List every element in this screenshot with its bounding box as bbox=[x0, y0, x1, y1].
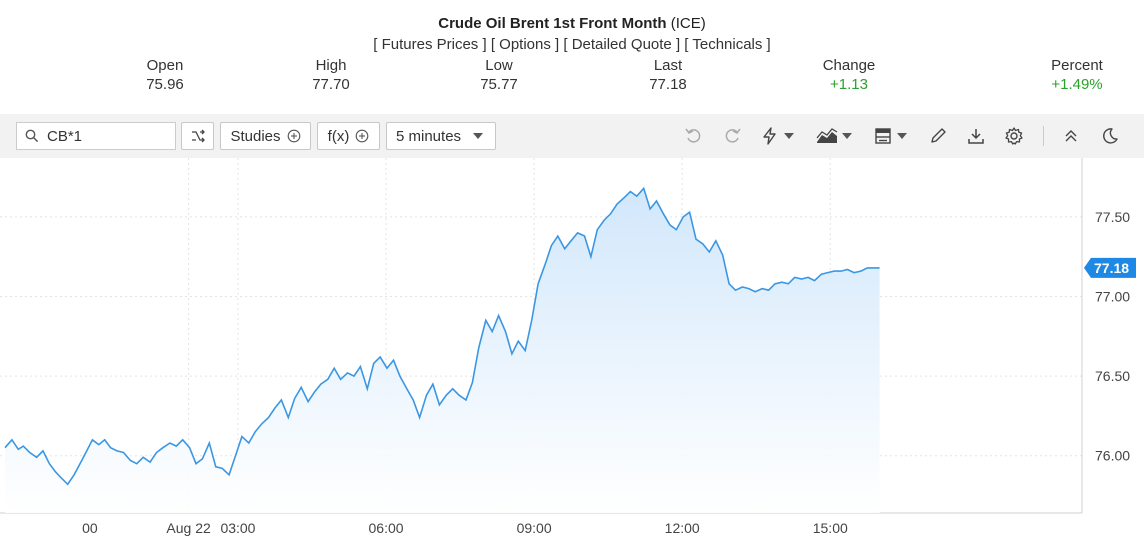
download-button[interactable] bbox=[966, 125, 986, 147]
last-price-marker bbox=[1084, 257, 1136, 278]
undo-button[interactable] bbox=[684, 125, 704, 147]
interval-label: 5 minutes bbox=[396, 127, 462, 145]
redo-button[interactable] bbox=[722, 125, 742, 147]
quote-label: Percent bbox=[1051, 57, 1103, 74]
last-price-label: 77.18 bbox=[1094, 260, 1129, 276]
instrument-title: Crude Oil Brent 1st Front Month (ICE) bbox=[0, 15, 1144, 32]
chevron-down-icon bbox=[473, 133, 484, 139]
undo-icon bbox=[685, 128, 701, 143]
plus-circle-icon bbox=[287, 129, 300, 143]
quote-label: Change bbox=[822, 57, 876, 74]
gear-icon bbox=[1005, 127, 1023, 145]
quote-high: High 77.70 bbox=[276, 56, 386, 94]
futures-prices-link[interactable]: [ Futures Prices ] bbox=[373, 36, 487, 53]
quote-value: 77.18 bbox=[649, 76, 687, 93]
interval-select[interactable]: 5 minutes bbox=[386, 122, 496, 150]
x-tick-label: 09:00 bbox=[517, 520, 552, 536]
studies-button[interactable]: Studies bbox=[220, 122, 311, 150]
quote-last: Last 77.18 bbox=[613, 56, 723, 94]
chart-toolbar: Studies f(x) 5 minutes bbox=[0, 114, 1144, 158]
quote-value: 77.70 bbox=[312, 76, 350, 93]
settings-button[interactable] bbox=[1004, 125, 1024, 147]
chevron-down-icon bbox=[842, 133, 852, 139]
redo-icon bbox=[725, 128, 741, 143]
shuffle-icon bbox=[191, 129, 205, 143]
function-label: f(x) bbox=[327, 127, 350, 145]
quote-value: 75.77 bbox=[480, 76, 518, 93]
plus-circle-icon bbox=[355, 129, 369, 143]
search-icon bbox=[25, 129, 39, 143]
symbol-search[interactable] bbox=[16, 122, 176, 150]
compare-button[interactable] bbox=[181, 122, 214, 150]
y-axis: 76.00 76.50 77.00 77.50 bbox=[1095, 209, 1130, 464]
exchange-label: (ICE) bbox=[670, 15, 706, 32]
toolbar-divider bbox=[1043, 126, 1044, 146]
x-axis: 00 Aug 22 03:00 06:00 09:00 12:00 15:00 bbox=[82, 520, 848, 536]
x-tick-label: Aug 22 bbox=[166, 520, 211, 536]
x-tick-label: 00 bbox=[82, 520, 98, 536]
chevron-down-icon bbox=[784, 133, 794, 139]
options-link[interactable]: [ Options ] bbox=[490, 36, 560, 53]
last-price-tag: 77.18 bbox=[1084, 257, 1136, 278]
quote-percent: Percent +1.49% bbox=[1022, 56, 1132, 94]
y-tick-label: 77.50 bbox=[1095, 209, 1130, 225]
technicals-link[interactable]: [ Technicals ] bbox=[684, 36, 771, 53]
y-tick-label: 76.50 bbox=[1095, 368, 1130, 384]
download-icon bbox=[968, 129, 984, 144]
template-menu[interactable] bbox=[873, 125, 907, 147]
events-menu[interactable] bbox=[760, 125, 794, 147]
collapse-button[interactable] bbox=[1062, 125, 1080, 147]
chevron-down-icon bbox=[897, 133, 907, 139]
moon-icon bbox=[1103, 128, 1118, 144]
price-line bbox=[4, 186, 880, 486]
quote-label: High bbox=[315, 57, 347, 74]
price-area bbox=[5, 188, 880, 514]
x-tick-label: 12:00 bbox=[665, 520, 700, 536]
chart-type-menu[interactable] bbox=[816, 125, 852, 147]
quote-value: 75.96 bbox=[146, 76, 184, 93]
x-tick-label: 15:00 bbox=[813, 520, 848, 536]
lightning-icon bbox=[763, 127, 776, 145]
quote-value: +1.13 bbox=[830, 76, 868, 93]
draw-button[interactable] bbox=[928, 125, 948, 147]
y-tick-label: 76.00 bbox=[1095, 448, 1130, 464]
template-icon bbox=[875, 128, 891, 144]
dark-mode-button[interactable] bbox=[1100, 125, 1120, 147]
quote-label: Open bbox=[146, 57, 184, 74]
studies-label: Studies bbox=[230, 127, 281, 145]
area-chart-icon bbox=[816, 128, 838, 143]
detailed-quote-link[interactable]: [ Detailed Quote ] bbox=[563, 36, 681, 53]
quote-label: Last bbox=[653, 57, 683, 74]
pencil-icon bbox=[931, 128, 946, 143]
quote-value: +1.49% bbox=[1051, 76, 1103, 93]
function-button[interactable]: f(x) bbox=[317, 122, 380, 150]
quote-low: Low 75.77 bbox=[444, 56, 554, 94]
y-tick-label: 77.00 bbox=[1095, 289, 1130, 305]
symbol-input[interactable] bbox=[47, 127, 167, 145]
quote-label: Low bbox=[485, 57, 513, 74]
x-tick-label: 03:00 bbox=[220, 520, 255, 536]
collapse-icon bbox=[1065, 130, 1077, 142]
quote-links: [ Futures Prices ] [ Options ] [ Detaile… bbox=[0, 36, 1144, 53]
quote-change: Change +1.13 bbox=[794, 56, 904, 94]
x-tick-label: 06:00 bbox=[369, 520, 404, 536]
quote-open: Open 75.96 bbox=[110, 56, 220, 94]
instrument-name: Crude Oil Brent 1st Front Month bbox=[438, 15, 667, 32]
